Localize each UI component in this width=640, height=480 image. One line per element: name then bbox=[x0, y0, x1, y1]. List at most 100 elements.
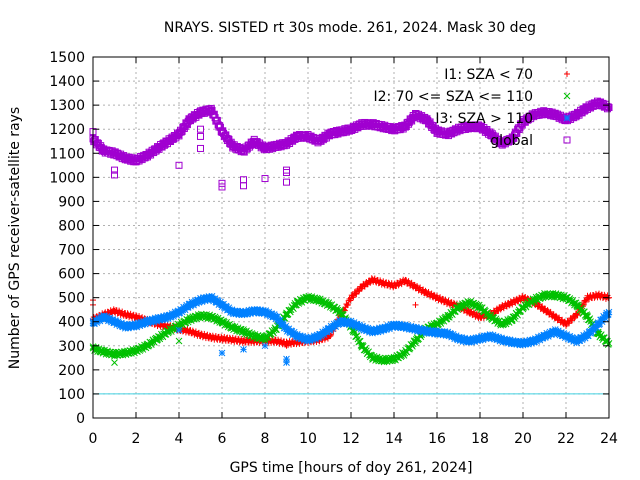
y-tick-label: 200 bbox=[58, 363, 85, 379]
y-tick-label: 100 bbox=[58, 387, 85, 403]
x-tick-label: 18 bbox=[471, 431, 489, 447]
data-point bbox=[121, 349, 129, 357]
data-point bbox=[434, 294, 440, 301]
data-point bbox=[293, 332, 301, 340]
data-point bbox=[315, 332, 323, 340]
outlier-point bbox=[261, 342, 269, 350]
data-point bbox=[487, 332, 495, 340]
data-point bbox=[132, 347, 140, 354]
data-point bbox=[551, 328, 559, 335]
outlier-point bbox=[283, 178, 290, 186]
data-point bbox=[582, 298, 589, 305]
y-tick-label: 700 bbox=[58, 243, 85, 259]
data-point bbox=[562, 332, 570, 340]
outlier-point bbox=[197, 144, 204, 152]
data-point bbox=[326, 325, 333, 333]
data-point bbox=[390, 321, 398, 329]
data-point bbox=[154, 315, 161, 323]
legend-label: I1: SZA < 70 bbox=[444, 67, 533, 83]
data-point bbox=[541, 306, 548, 313]
legend-marker bbox=[563, 92, 571, 100]
data-point bbox=[218, 318, 226, 326]
data-point bbox=[132, 321, 140, 329]
data-point bbox=[304, 336, 312, 344]
y-axis-label: Number of GPS receiver-satellite rays bbox=[7, 107, 23, 369]
data-point bbox=[412, 325, 419, 333]
data-point bbox=[401, 277, 408, 284]
outlier-point bbox=[283, 169, 290, 177]
y-tick-label: 1000 bbox=[49, 170, 85, 186]
data-point bbox=[573, 337, 581, 345]
outlier-point bbox=[283, 355, 290, 363]
data-point bbox=[594, 320, 602, 328]
outlier-point bbox=[218, 349, 226, 357]
data-point bbox=[520, 294, 526, 301]
data-point bbox=[498, 336, 505, 344]
x-tick-label: 20 bbox=[514, 431, 532, 447]
x-axis-label: GPS time [hours of doy 261, 2024] bbox=[230, 460, 473, 476]
data-point bbox=[519, 340, 527, 347]
y-tick-label: 500 bbox=[58, 291, 85, 307]
data-point bbox=[477, 313, 483, 320]
x-tick-label: 14 bbox=[385, 431, 403, 447]
data-point bbox=[111, 318, 118, 326]
data-point bbox=[143, 318, 151, 326]
data-point bbox=[379, 325, 387, 333]
data-point bbox=[444, 299, 451, 306]
data-point bbox=[122, 311, 129, 318]
y-tick-label: 0 bbox=[76, 411, 85, 427]
y-tick-label: 1100 bbox=[49, 146, 85, 162]
data-point bbox=[563, 321, 569, 328]
x-tick-label: 8 bbox=[261, 431, 270, 447]
data-point bbox=[358, 283, 365, 290]
data-point bbox=[186, 315, 194, 323]
data-point bbox=[508, 338, 516, 346]
y-tick-label: 800 bbox=[58, 218, 85, 234]
data-point bbox=[455, 335, 462, 342]
data-point bbox=[566, 320, 573, 327]
y-tick-label: 1200 bbox=[49, 122, 85, 138]
x-tick-label: 24 bbox=[600, 431, 618, 447]
data-point bbox=[444, 330, 452, 338]
data-point bbox=[552, 313, 559, 320]
outlier-point bbox=[283, 166, 290, 174]
data-point bbox=[423, 289, 430, 296]
data-point bbox=[347, 319, 355, 327]
data-point bbox=[207, 313, 215, 321]
y-tick-label: 300 bbox=[58, 339, 85, 355]
y-tick-label: 900 bbox=[58, 194, 85, 210]
x-tick-label: 4 bbox=[175, 431, 184, 447]
legend-label: I3: SZA > 110 bbox=[435, 111, 533, 127]
outlier-point bbox=[175, 326, 183, 334]
x-tick-label: 0 bbox=[89, 431, 98, 447]
data-point bbox=[401, 323, 409, 330]
x-tick-label: 2 bbox=[132, 431, 141, 447]
data-point bbox=[476, 335, 484, 342]
legend-label: global bbox=[490, 133, 533, 149]
data-point bbox=[402, 276, 409, 283]
data-point bbox=[229, 336, 236, 343]
data-point bbox=[422, 328, 430, 335]
data-point bbox=[186, 328, 193, 335]
plot-area bbox=[89, 97, 613, 367]
data-point bbox=[412, 283, 419, 290]
data-point bbox=[348, 294, 354, 301]
chart-title: NRAYS. SISTED rt 30s mode. 261, 2024. Ma… bbox=[164, 20, 536, 36]
legend-marker bbox=[564, 71, 570, 77]
y-tick-label: 1300 bbox=[49, 98, 85, 114]
data-point bbox=[541, 332, 548, 340]
x-tick-label: 10 bbox=[299, 431, 317, 447]
data-point bbox=[229, 308, 237, 316]
data-point bbox=[283, 325, 290, 333]
data-point bbox=[272, 337, 279, 344]
outlier-point bbox=[240, 346, 247, 353]
legend-marker bbox=[563, 114, 571, 122]
data-point bbox=[595, 292, 602, 299]
data-point bbox=[218, 301, 226, 309]
data-point bbox=[344, 301, 351, 308]
data-point bbox=[358, 324, 366, 332]
data-point bbox=[164, 313, 172, 321]
data-point bbox=[121, 323, 129, 330]
data-point bbox=[355, 288, 362, 295]
grid bbox=[93, 57, 609, 418]
